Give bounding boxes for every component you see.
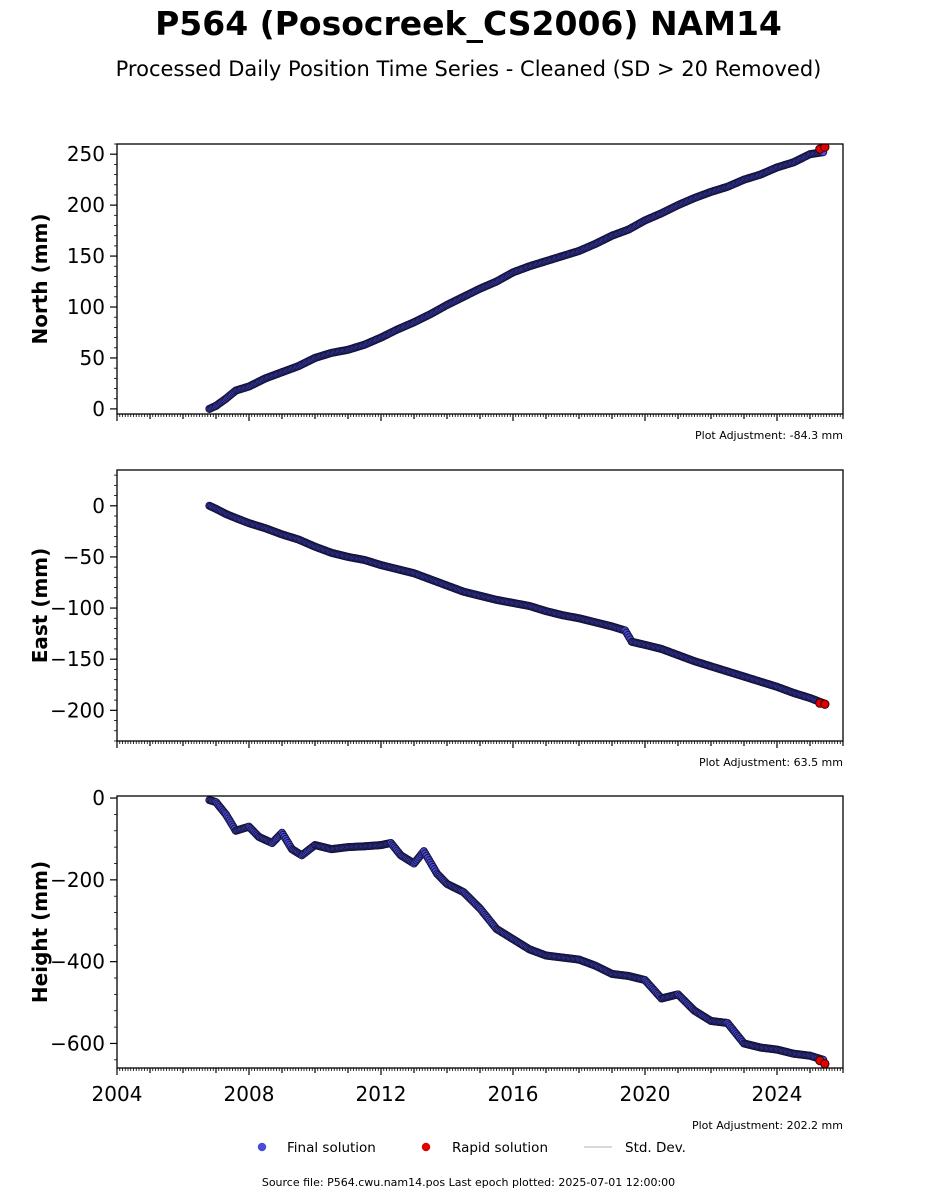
rapid-solution-point	[820, 144, 830, 152]
legend-final-marker	[257, 1142, 267, 1152]
x-tick-label: 2024	[752, 1082, 803, 1106]
plot-adjustment-note: Plot Adjustment: 202.2 mm	[692, 1119, 843, 1132]
y-tick-label: −200	[50, 698, 105, 722]
legend-rapid-marker	[421, 1142, 431, 1152]
plot-frame	[116, 143, 844, 415]
y-tick-label: 200	[67, 193, 105, 217]
x-tick-label: 2016	[488, 1082, 539, 1106]
panel-north: 0 50 100 150 200 250 North (mm) Plot Adjustment…	[28, 142, 844, 442]
y-axis-label: East (mm)	[28, 548, 52, 664]
panel-height: 0 −200 −400 −600 Height (mm) Plot Adjustment:…	[28, 786, 844, 1132]
plot-adjustment-note: Plot Adjustment: 63.5 mm	[699, 756, 843, 769]
y-tick-label: 100	[67, 295, 105, 319]
data-points	[205, 501, 830, 709]
y-axis-label: North (mm)	[28, 213, 52, 344]
x-tick-label: 2012	[356, 1082, 407, 1106]
plot-frame	[116, 469, 844, 742]
rapid-solution-point	[820, 699, 830, 709]
legend-rapid-label: Rapid solution	[452, 1140, 548, 1156]
panel-east: 0 −50 −100 −150 −200 East (mm) Plot Adjustment…	[28, 469, 844, 769]
y-tick-label: 0	[92, 786, 105, 810]
y-axis-label: Height (mm)	[28, 861, 52, 1003]
y-tick-label: 0	[92, 494, 105, 518]
x-tick-label: 2004	[92, 1082, 143, 1106]
y-tick-label: 150	[67, 244, 105, 268]
chart-subtitle: Processed Daily Position Time Series - C…	[115, 57, 822, 81]
y-tick-label: −600	[50, 1031, 105, 1055]
legend-std-label: Std. Dev.	[625, 1140, 686, 1156]
data-points	[205, 144, 830, 413]
plot-frame	[116, 795, 844, 1069]
y-tick-label: −400	[50, 950, 105, 974]
source-footer: Source file: P564.cwu.nam14.pos Last epo…	[261, 1176, 676, 1189]
chart-title: P564 (Posocreek_CS2006) NAM14	[155, 4, 782, 43]
y-tick-label: −150	[50, 647, 105, 671]
legend-final-label: Final solution	[287, 1140, 376, 1156]
x-tick-label: 2008	[224, 1082, 275, 1106]
legend: Final solution Rapid solution Std. Dev.	[257, 1140, 686, 1156]
y-tick-label: 250	[67, 142, 105, 166]
x-tick-label: 2020	[620, 1082, 671, 1106]
plot-adjustment-note: Plot Adjustment: -84.3 mm	[695, 429, 843, 442]
y-tick-label: −100	[50, 596, 105, 620]
y-tick-label: 0	[92, 397, 105, 421]
y-tick-label: −50	[63, 545, 105, 569]
rapid-solution-point	[820, 1059, 830, 1068]
data-points	[205, 796, 830, 1068]
y-tick-label: −200	[50, 868, 105, 892]
y-tick-label: 50	[80, 346, 105, 370]
